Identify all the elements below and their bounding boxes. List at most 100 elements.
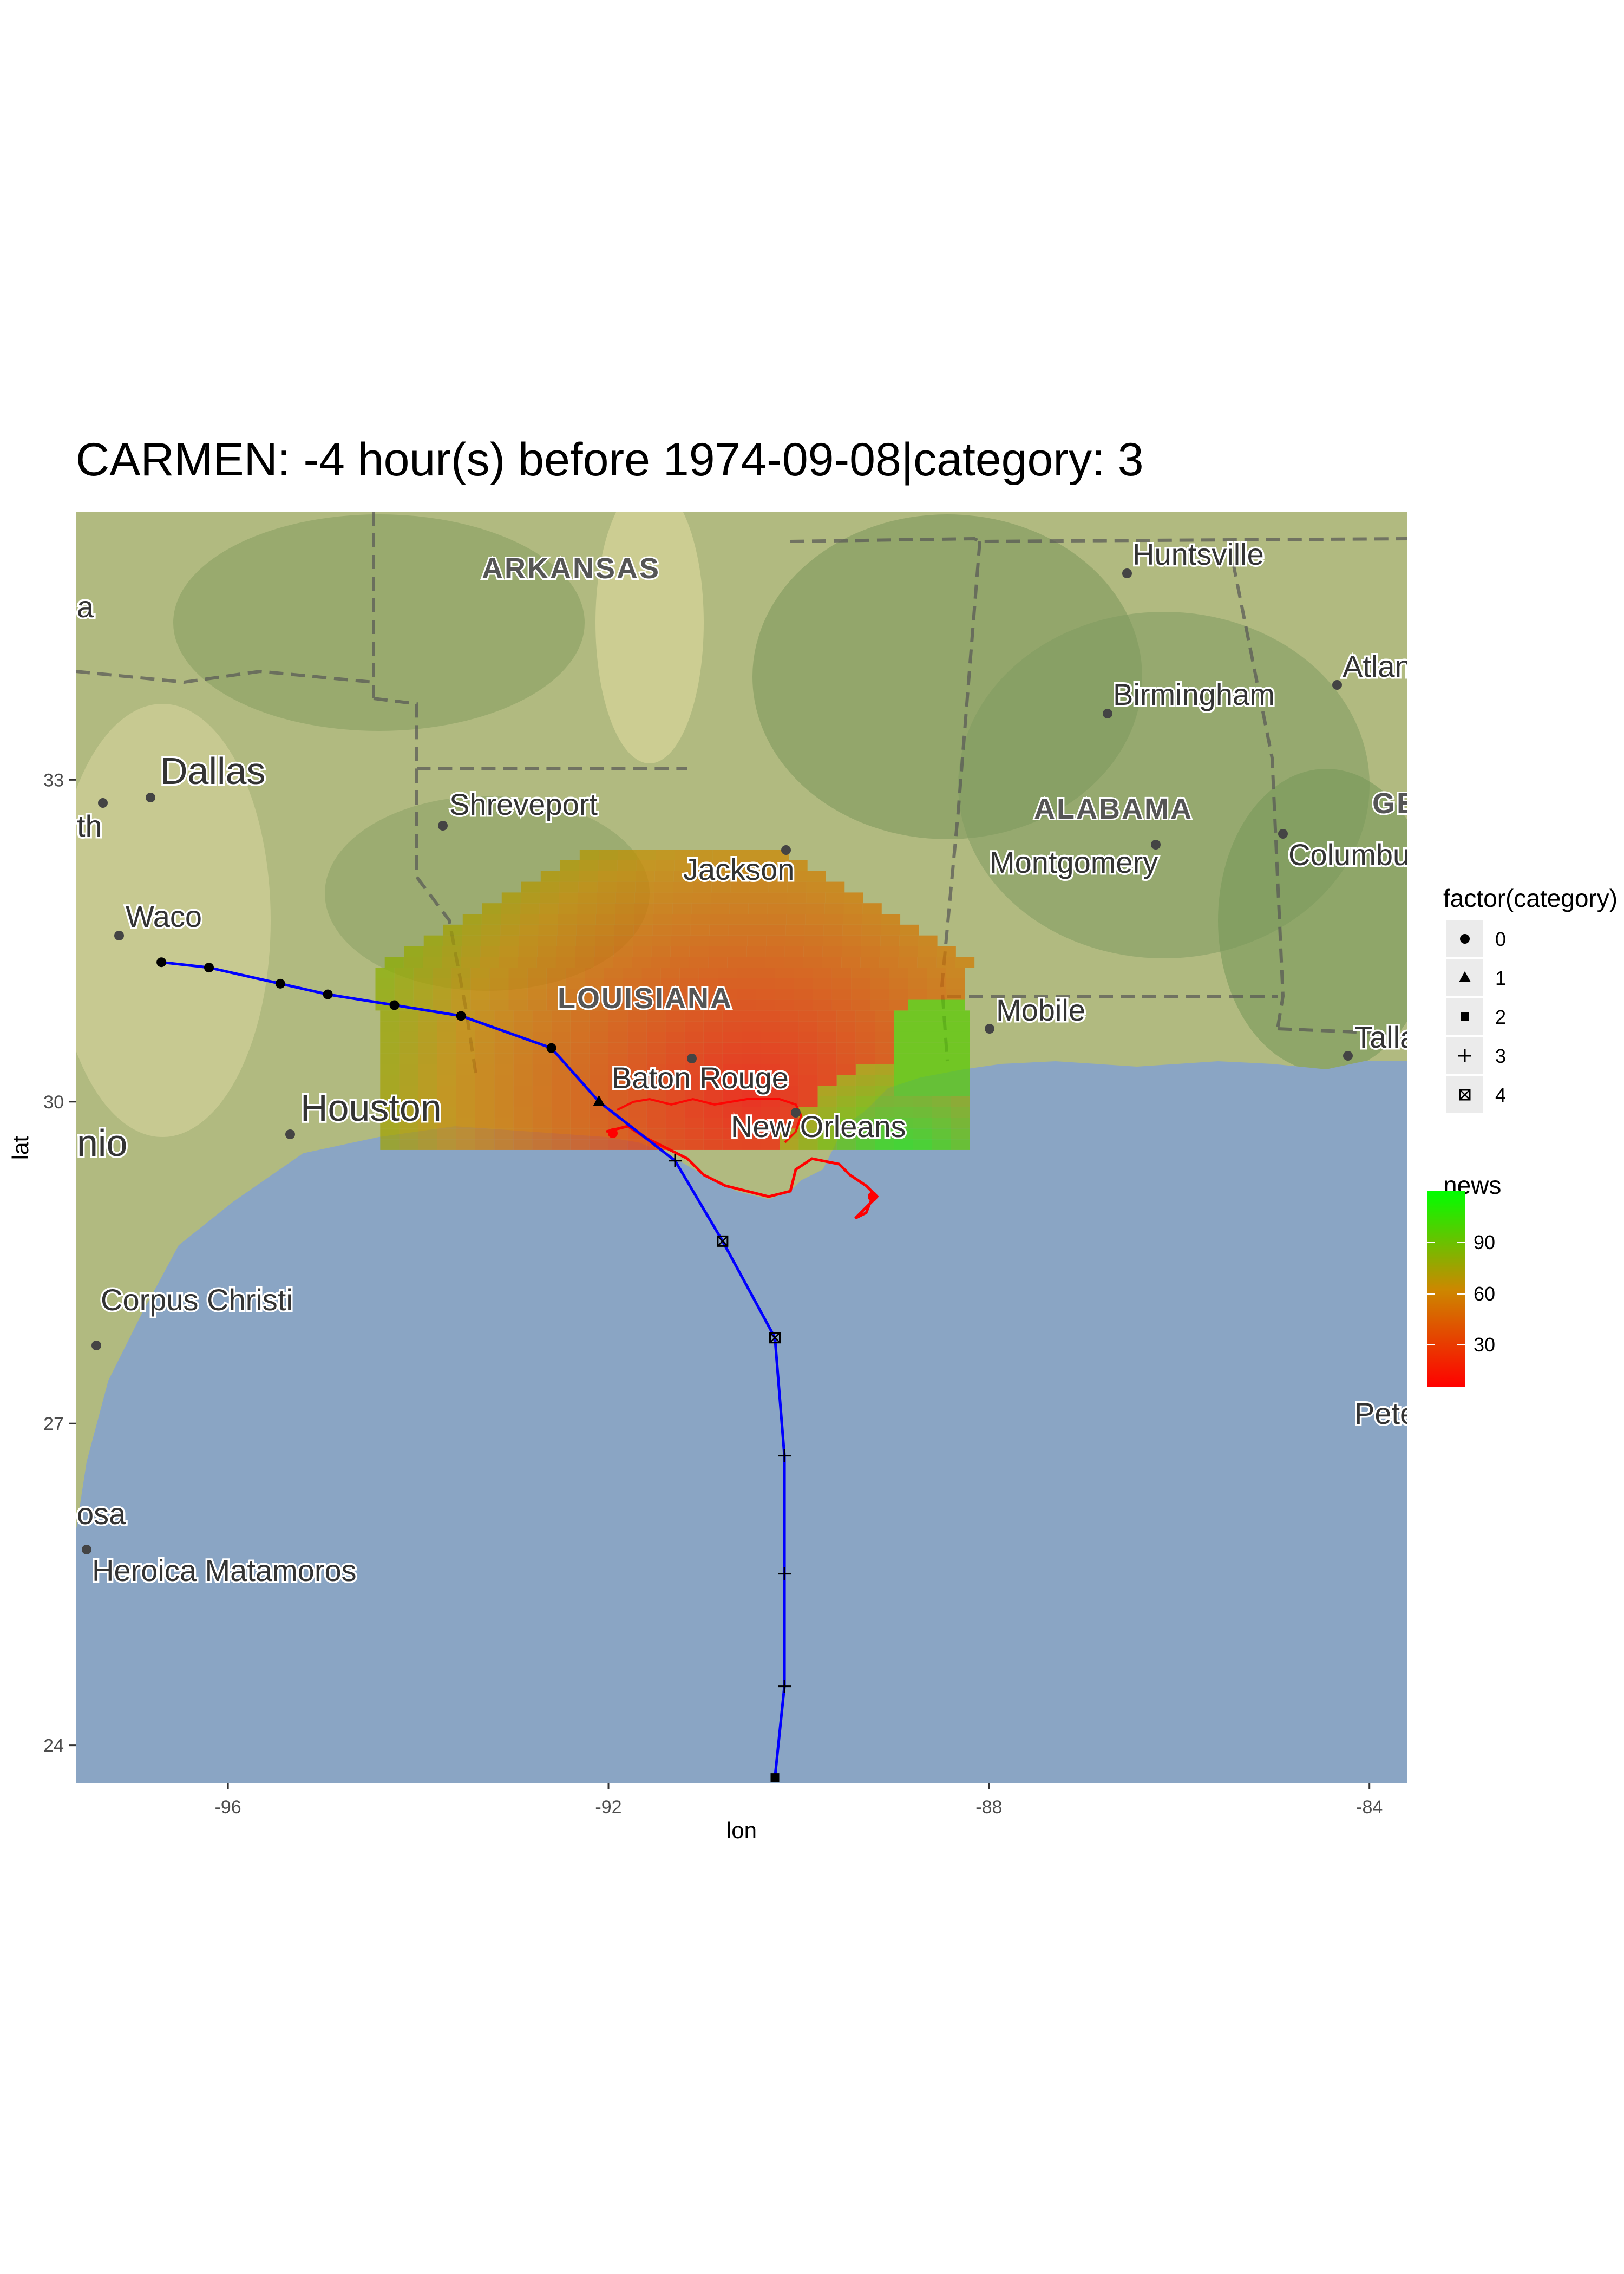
heatmap-tile xyxy=(767,914,787,925)
heatmap-tile xyxy=(399,1139,418,1150)
heatmap-tile xyxy=(557,924,577,936)
heatmap-tile xyxy=(679,989,699,1000)
heatmap-tile xyxy=(927,978,946,989)
heatmap-tile xyxy=(843,903,863,914)
heatmap-tile xyxy=(653,903,673,914)
heatmap-tile xyxy=(836,1096,856,1107)
heatmap-tile xyxy=(551,1021,571,1032)
heatmap-tile xyxy=(627,1139,647,1150)
heatmap-tile xyxy=(651,957,670,968)
heatmap-tile xyxy=(575,946,595,957)
heatmap-tile xyxy=(418,1139,437,1150)
heatmap-tile xyxy=(785,935,804,946)
heatmap-tile xyxy=(665,1075,685,1086)
heatmap-tile xyxy=(627,1042,647,1054)
heatmap-tile xyxy=(794,989,813,1000)
heatmap-tile xyxy=(742,1118,761,1129)
track-point-cat-3 xyxy=(778,1680,791,1693)
heatmap-tile xyxy=(679,968,699,978)
heatmap-tile xyxy=(615,903,634,914)
heatmap-tile xyxy=(851,978,870,989)
heatmap-tile xyxy=(817,1139,837,1150)
heatmap-tile xyxy=(831,999,852,1011)
heatmap-tile xyxy=(597,892,616,904)
heatmap-tile xyxy=(456,1031,475,1043)
heatmap-tile xyxy=(494,1128,514,1140)
heatmap-tile xyxy=(917,957,937,968)
track-point-cat-3 xyxy=(778,1567,791,1580)
heatmap-tile xyxy=(798,1021,818,1032)
heatmap-tile xyxy=(653,914,672,925)
heatmap-tile xyxy=(908,999,927,1011)
heatmap-tile xyxy=(551,1042,571,1054)
heatmap-tile xyxy=(399,1128,418,1140)
heatmap-tile xyxy=(513,1075,533,1086)
heatmap-tile xyxy=(780,1086,799,1096)
heatmap-tile xyxy=(589,1031,608,1043)
heatmap-tile xyxy=(749,881,769,893)
heatmap-tile xyxy=(870,978,889,989)
heatmap-tile xyxy=(418,1075,437,1086)
heatmap-tile xyxy=(646,1128,666,1140)
heatmap-tile xyxy=(442,935,462,946)
heatmap-tile xyxy=(765,946,785,957)
heatmap-tile xyxy=(665,1021,685,1032)
heatmap-tile xyxy=(627,1053,647,1064)
heatmap-tile xyxy=(375,989,395,1000)
heatmap-tile xyxy=(712,871,731,882)
heatmap-tile xyxy=(665,1053,685,1064)
heatmap-tile xyxy=(399,1064,418,1075)
heatmap-tile xyxy=(691,903,711,914)
heatmap-tile xyxy=(570,1064,590,1075)
heatmap-tile xyxy=(560,860,579,871)
heatmap-tile xyxy=(475,1064,495,1075)
heatmap-tile xyxy=(489,978,509,989)
heatmap-tile xyxy=(798,1086,818,1096)
heatmap-tile xyxy=(585,978,604,989)
heatmap-tile xyxy=(608,1042,628,1054)
heatmap-tile xyxy=(558,914,577,925)
heatmap-tile xyxy=(742,1139,761,1150)
heatmap-tile xyxy=(652,935,671,946)
city-label-new-orleans: New Orleans xyxy=(731,1109,906,1143)
heatmap-tile xyxy=(613,946,633,957)
heatmap-tile xyxy=(651,946,671,957)
heatmap-tile xyxy=(519,935,538,946)
heatmap-tile xyxy=(750,871,769,882)
heatmap-tile xyxy=(616,881,636,893)
heatmap-tile xyxy=(913,1139,932,1150)
heatmap-tile xyxy=(780,1031,799,1043)
heatmap-tile xyxy=(475,1053,495,1064)
heatmap-tile xyxy=(894,1086,913,1096)
city-dot-huntsville xyxy=(1122,568,1132,578)
heatmap-tile xyxy=(718,968,737,978)
landfall-contour xyxy=(606,1125,879,1220)
heatmap-tile xyxy=(711,892,730,904)
city-dot-fort-worth xyxy=(98,798,108,808)
heatmap-tile xyxy=(646,1086,666,1096)
heatmap-tile xyxy=(559,881,579,893)
heatmap-tile xyxy=(710,914,729,925)
heatmap-tile xyxy=(946,989,965,1000)
heatmap-tile xyxy=(769,860,789,871)
heatmap-tile xyxy=(665,1107,685,1118)
heatmap-tile xyxy=(665,1010,685,1022)
heatmap-tile xyxy=(437,1096,456,1107)
heatmap-tile xyxy=(761,1031,780,1043)
heatmap-tile xyxy=(750,860,770,871)
heatmap-tile xyxy=(660,999,680,1011)
city-dots xyxy=(82,568,1353,1554)
heatmap-tile xyxy=(565,968,585,978)
heatmap-tile xyxy=(813,968,832,978)
heatmap-tile xyxy=(836,1118,856,1129)
track-point-cat-0 xyxy=(1460,934,1470,944)
legend-key-triangle xyxy=(1446,959,1483,996)
heatmap-tile xyxy=(551,1010,571,1022)
heatmap-tile xyxy=(951,1118,970,1129)
heatmap-tile xyxy=(461,946,481,957)
heatmap-tile xyxy=(836,1064,856,1075)
heatmap-tile xyxy=(718,989,737,1000)
heatmap-tile xyxy=(889,999,908,1011)
heatmap-tile xyxy=(576,924,595,936)
heatmap-tile xyxy=(556,935,576,946)
